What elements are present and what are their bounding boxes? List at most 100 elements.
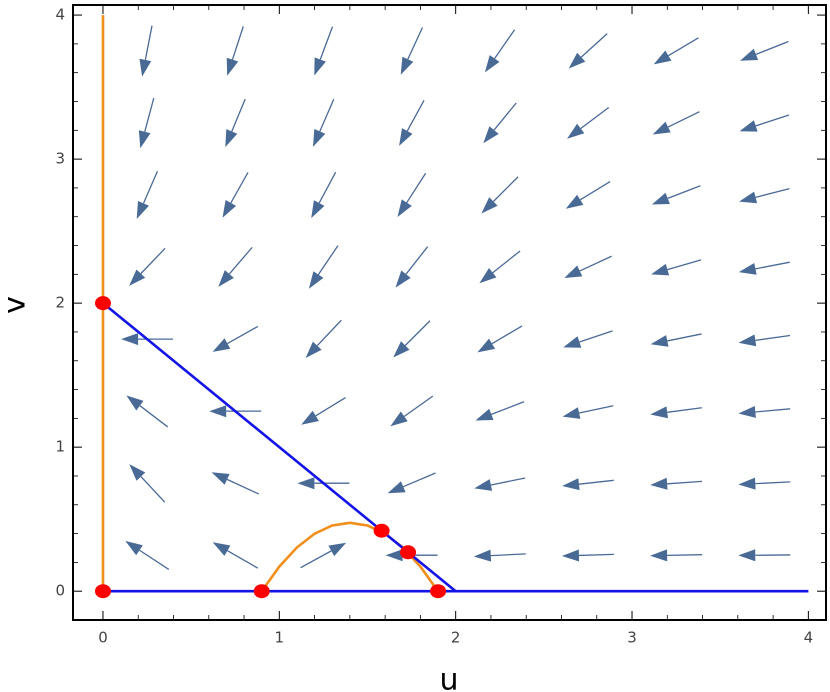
arrow-head bbox=[479, 268, 497, 284]
equilibrium-point bbox=[400, 545, 417, 560]
arrow-head bbox=[387, 481, 406, 494]
arrow-shaft bbox=[226, 478, 260, 495]
vector-arrow bbox=[305, 319, 342, 358]
arrow-head bbox=[475, 408, 494, 421]
vector-arrow bbox=[136, 171, 159, 219]
vector-arrow bbox=[395, 246, 429, 288]
plot-area bbox=[94, 15, 809, 599]
vector-arrow bbox=[139, 25, 153, 77]
equilibrium-point bbox=[94, 584, 111, 599]
arrow-shaft bbox=[406, 99, 425, 132]
vector-arrow bbox=[483, 102, 517, 144]
arrow-head bbox=[393, 341, 410, 358]
arrow-head bbox=[225, 129, 238, 148]
arrow-head bbox=[313, 129, 326, 147]
arrow-head bbox=[651, 192, 670, 205]
arrow-head bbox=[390, 411, 408, 427]
vector-arrow bbox=[301, 397, 346, 425]
arrow-shaft bbox=[579, 255, 612, 272]
arrow-head bbox=[561, 549, 580, 562]
vector-arrow bbox=[561, 549, 614, 562]
vector-arrow bbox=[481, 176, 519, 214]
arrow-shaft bbox=[667, 185, 701, 199]
arrow-shaft bbox=[231, 26, 244, 60]
vector-arrow bbox=[314, 26, 334, 76]
arrow-head bbox=[562, 478, 580, 491]
vector-arrow bbox=[393, 320, 431, 358]
arrow-head bbox=[395, 270, 411, 288]
arrow-shaft bbox=[227, 325, 259, 345]
vector-arrow bbox=[129, 247, 166, 286]
arrow-shaft bbox=[403, 472, 436, 488]
arrow-shaft bbox=[228, 246, 253, 275]
equilibrium-point bbox=[94, 296, 111, 311]
arrow-head bbox=[650, 477, 668, 490]
arrow-shaft bbox=[668, 37, 699, 57]
arrow-head bbox=[481, 197, 498, 214]
arrow-shaft bbox=[491, 325, 523, 345]
vector-arrow bbox=[397, 172, 427, 217]
arrow-head bbox=[474, 479, 493, 491]
x-tick-label: 4 bbox=[804, 629, 814, 647]
arrow-head bbox=[650, 406, 668, 419]
arrow-shaft bbox=[406, 172, 427, 204]
arrow-shaft bbox=[139, 405, 169, 428]
vector-arrow bbox=[562, 405, 614, 419]
arrow-head bbox=[568, 52, 586, 69]
x-tick-label: 2 bbox=[451, 629, 461, 647]
arrow-shaft bbox=[492, 250, 521, 274]
vector-arrow bbox=[387, 472, 436, 494]
arrow-head bbox=[222, 200, 237, 218]
arrow-shaft bbox=[227, 550, 259, 569]
arrow-head bbox=[738, 334, 757, 347]
vector-arrow bbox=[565, 180, 611, 209]
arrow-shaft bbox=[755, 261, 790, 270]
vector-arrow bbox=[222, 172, 249, 218]
vector-arrow bbox=[479, 250, 521, 284]
plot-frame bbox=[72, 4, 827, 621]
vector-arrow bbox=[562, 478, 614, 491]
arrow-shaft bbox=[580, 33, 608, 58]
arrow-head bbox=[314, 57, 326, 76]
vector-arrow bbox=[212, 325, 259, 352]
arrow-shaft bbox=[755, 408, 791, 413]
vector-arrow bbox=[313, 99, 335, 147]
arrow-shaft bbox=[404, 320, 431, 346]
arrow-head bbox=[121, 333, 139, 346]
arrow-head bbox=[738, 263, 757, 275]
arrow-shaft bbox=[318, 171, 337, 204]
arrow-shaft bbox=[755, 334, 791, 342]
arrow-head bbox=[308, 271, 324, 289]
vector-arrow bbox=[477, 325, 523, 353]
vector-arrow bbox=[567, 106, 610, 139]
vector-arrow bbox=[650, 549, 703, 562]
arrow-head bbox=[567, 123, 585, 139]
arrow-shaft bbox=[491, 401, 525, 416]
x-tick-label: 1 bbox=[275, 629, 285, 647]
vector-arrow bbox=[300, 542, 347, 569]
arrow-head bbox=[738, 477, 756, 490]
arrow-shaft bbox=[140, 476, 166, 503]
vector-arrow bbox=[738, 477, 791, 490]
vector-arrow bbox=[568, 33, 608, 69]
vector-arrow bbox=[484, 29, 516, 73]
arrow-shaft bbox=[578, 479, 614, 485]
arrow-head bbox=[740, 48, 759, 61]
arrow-head bbox=[209, 405, 227, 418]
equilibrium-point bbox=[430, 584, 447, 599]
arrow-head bbox=[328, 542, 347, 557]
arrow-shaft bbox=[230, 172, 249, 204]
y-tick-label: 2 bbox=[55, 294, 65, 312]
vector-arrow bbox=[311, 171, 337, 219]
arrow-shaft bbox=[667, 480, 703, 485]
arrow-shaft bbox=[667, 111, 700, 128]
vector-arrow bbox=[297, 477, 350, 490]
nullcline bbox=[102, 302, 457, 593]
arrow-shaft bbox=[405, 246, 429, 275]
arrow-head bbox=[305, 341, 322, 358]
arrow-head bbox=[739, 120, 758, 132]
arrow-shaft bbox=[580, 106, 610, 130]
arrow-head bbox=[564, 265, 583, 278]
arrow-shaft bbox=[300, 550, 332, 569]
